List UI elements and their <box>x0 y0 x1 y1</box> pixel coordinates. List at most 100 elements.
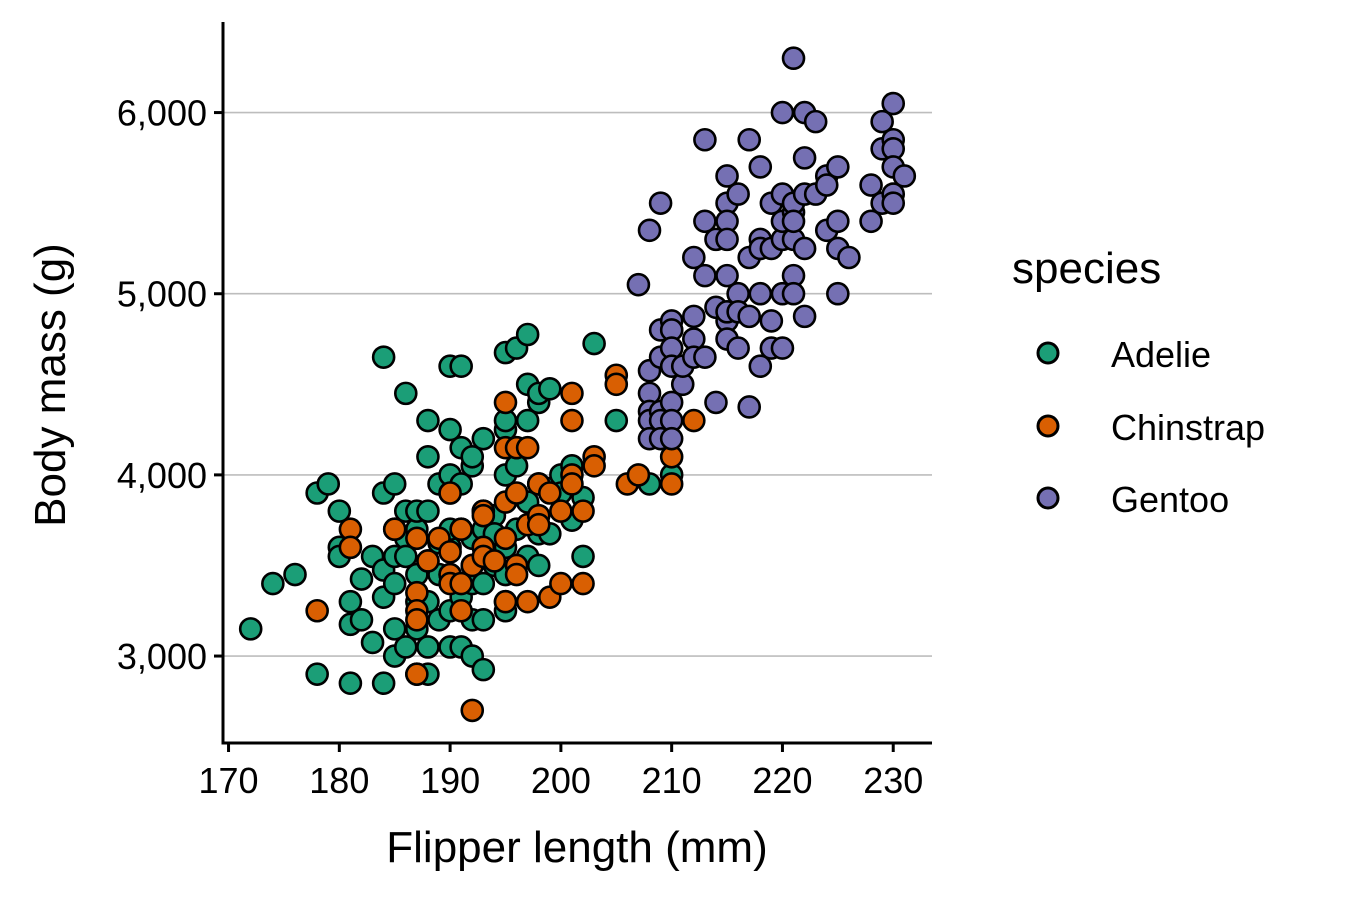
point-adelie <box>360 630 385 655</box>
point-chinstrap <box>582 454 606 478</box>
point-gentoo <box>781 281 806 306</box>
point-chinstrap <box>338 535 363 560</box>
point-chinstrap <box>682 408 706 433</box>
point-adelie <box>338 589 363 614</box>
point-gentoo <box>770 100 795 125</box>
point-chinstrap <box>405 608 429 632</box>
point-adelie <box>416 635 440 659</box>
point-gentoo <box>881 191 906 215</box>
point-chinstrap <box>659 472 684 496</box>
point-chinstrap <box>515 589 540 614</box>
point-chinstrap <box>449 517 473 542</box>
point-adelie <box>371 345 396 369</box>
point-chinstrap <box>305 598 329 623</box>
point-gentoo <box>682 245 706 270</box>
legend-title: species <box>1012 244 1161 293</box>
point-gentoo <box>715 263 739 288</box>
point-gentoo <box>648 191 673 215</box>
point-adelie <box>327 499 352 523</box>
point-chinstrap <box>438 481 462 505</box>
point-chinstrap <box>626 463 651 487</box>
point-adelie <box>471 657 496 682</box>
point-gentoo <box>737 395 762 419</box>
point-gentoo <box>704 390 728 415</box>
point-adelie <box>371 671 396 696</box>
point-adelie <box>460 444 485 469</box>
legend-marker-gentoo <box>1036 486 1060 510</box>
point-adelie <box>515 408 540 433</box>
point-adelie <box>526 553 551 578</box>
legend: species Adelie Chinstrap Gentoo <box>1012 244 1265 520</box>
point-gentoo <box>792 304 817 329</box>
point-gentoo <box>693 127 717 152</box>
point-gentoo <box>737 304 762 329</box>
point-adelie <box>604 408 629 433</box>
x-tick-label: 200 <box>531 760 591 801</box>
point-gentoo <box>637 218 662 243</box>
point-adelie <box>338 671 363 696</box>
point-chinstrap <box>471 503 496 528</box>
point-adelie <box>471 608 496 632</box>
point-adelie <box>349 567 374 591</box>
point-gentoo <box>748 155 773 179</box>
point-chinstrap <box>549 499 573 523</box>
y-tick-label: 6,000 <box>117 93 207 134</box>
point-gentoo <box>826 281 850 306</box>
point-gentoo <box>792 236 817 261</box>
point-gentoo <box>892 164 917 188</box>
point-gentoo <box>826 209 850 234</box>
point-gentoo <box>715 164 739 188</box>
axes <box>214 22 932 752</box>
point-chinstrap <box>460 698 485 723</box>
y-axis-title: Body mass (g) <box>26 243 75 527</box>
point-gentoo <box>781 46 806 71</box>
point-gentoo <box>826 155 850 179</box>
point-chinstrap <box>493 526 518 551</box>
point-chinstrap <box>549 571 573 596</box>
x-tick-label: 180 <box>309 760 369 801</box>
point-chinstrap <box>571 571 595 596</box>
y-tick-label: 3,000 <box>117 636 207 677</box>
legend-marker-chinstrap <box>1036 414 1060 438</box>
point-adelie <box>261 571 285 596</box>
x-tick-label: 220 <box>752 760 812 801</box>
point-adelie <box>416 444 440 469</box>
point-gentoo <box>693 263 717 288</box>
point-gentoo <box>870 109 894 134</box>
point-chinstrap <box>438 540 462 564</box>
data-points <box>238 46 917 723</box>
point-chinstrap <box>405 662 429 686</box>
tick-labels: 3,000 4,000 5,000 6,000 170 180 190 200 210 220 23… <box>117 93 923 801</box>
point-gentoo <box>803 109 828 134</box>
point-chinstrap <box>416 549 440 573</box>
legend-marker-adelie <box>1036 341 1060 365</box>
point-adelie <box>238 617 263 641</box>
point-adelie <box>515 322 540 347</box>
point-chinstrap <box>604 372 629 397</box>
legend-label-gentoo: Gentoo <box>1111 479 1229 520</box>
point-gentoo <box>881 91 906 116</box>
point-gentoo <box>726 182 750 206</box>
point-chinstrap <box>405 526 429 551</box>
point-adelie <box>416 499 440 523</box>
point-gentoo <box>748 354 773 378</box>
point-adelie <box>438 417 462 442</box>
point-chinstrap <box>449 571 473 596</box>
point-gentoo <box>814 173 839 197</box>
point-adelie <box>393 544 418 569</box>
point-adelie <box>349 608 374 632</box>
legend-label-adelie: Adelie <box>1111 334 1211 375</box>
point-chinstrap <box>560 472 584 496</box>
point-chinstrap <box>571 499 595 523</box>
point-adelie <box>316 472 341 496</box>
point-gentoo <box>792 146 817 170</box>
point-adelie <box>582 331 606 356</box>
point-adelie <box>382 472 407 496</box>
point-chinstrap <box>538 481 562 505</box>
x-axis-title: Flipper length (mm) <box>386 823 767 872</box>
point-adelie <box>393 381 418 406</box>
legend-label-chinstrap: Chinstrap <box>1111 407 1265 448</box>
point-chinstrap <box>504 562 529 587</box>
point-adelie <box>449 354 473 378</box>
